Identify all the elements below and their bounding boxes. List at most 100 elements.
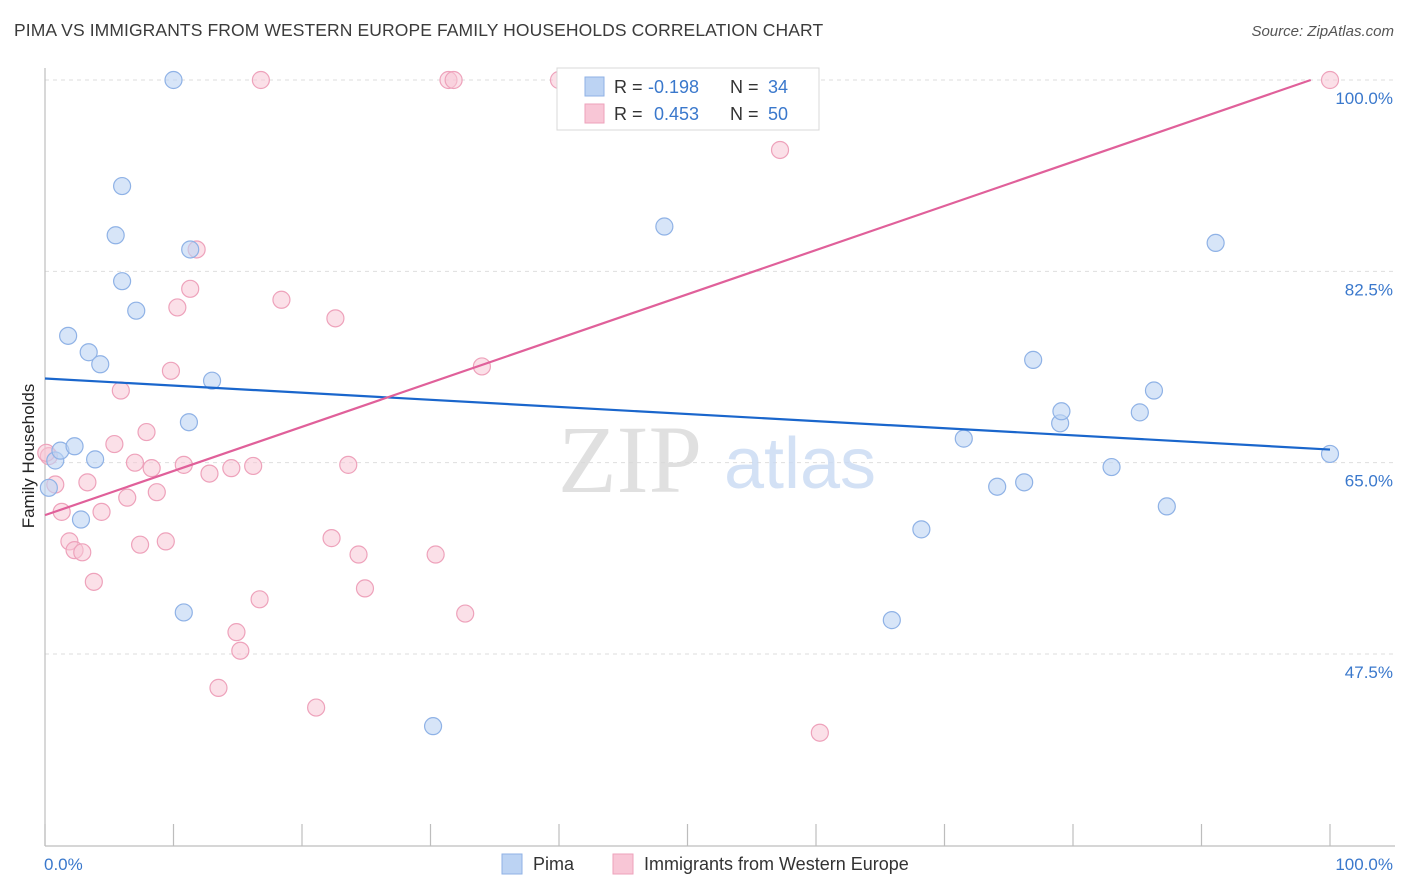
pima-point bbox=[882, 611, 901, 630]
immigrants-point bbox=[426, 545, 445, 564]
legend-n-value-pima: 34 bbox=[768, 77, 788, 97]
pima-point bbox=[91, 355, 110, 374]
watermark-zip: ZIP bbox=[558, 406, 702, 513]
immigrants-point bbox=[339, 455, 358, 474]
pima-point bbox=[988, 477, 1007, 496]
immigrants-point bbox=[200, 464, 219, 483]
pima-point bbox=[423, 717, 443, 736]
legend-swatch-immigrants bbox=[584, 103, 605, 124]
immigrants-point bbox=[92, 502, 111, 521]
pima-point bbox=[655, 217, 674, 236]
immigrants-point bbox=[105, 434, 124, 454]
legend-r-label-immigrants: R = bbox=[614, 104, 643, 124]
pima-point bbox=[1144, 381, 1164, 400]
immigrants-point bbox=[472, 357, 491, 376]
pima-point bbox=[179, 413, 199, 432]
legend-n-label-pima: N = bbox=[730, 77, 759, 97]
pima-point bbox=[106, 226, 125, 245]
pima-point bbox=[86, 450, 105, 469]
pima-point bbox=[954, 429, 973, 448]
watermark-atlas: atlas bbox=[724, 424, 876, 504]
tick-labels: 47.5% 65.0% 82.5% 100.0% 0.0% 100.0% bbox=[44, 89, 1393, 874]
pima-point bbox=[1052, 402, 1071, 421]
pima-point bbox=[912, 520, 931, 539]
immigrants-point bbox=[770, 140, 790, 160]
y-tick-label-0: 47.5% bbox=[1345, 663, 1393, 682]
pima-trend-line bbox=[44, 377, 1331, 451]
immigrants-point bbox=[209, 678, 228, 697]
gridlines bbox=[45, 79, 1395, 655]
legend-r-label-pima: R = bbox=[614, 77, 643, 97]
pima-point bbox=[1320, 444, 1340, 464]
pima-point bbox=[71, 510, 91, 529]
legend-bottom-swatch-immigrants bbox=[612, 853, 634, 875]
immigrants-point bbox=[1320, 70, 1340, 90]
immigrants-point bbox=[326, 309, 345, 328]
pima-point bbox=[1015, 473, 1034, 492]
immigrants-point bbox=[84, 572, 103, 591]
legend-n-value-immigrants: 50 bbox=[768, 104, 788, 124]
pima-point bbox=[79, 343, 98, 362]
legend-r-value-immigrants: 0.453 bbox=[654, 104, 699, 124]
immigrants-point bbox=[142, 459, 161, 478]
legend-n-label-immigrants: N = bbox=[730, 104, 759, 124]
immigrants-point bbox=[272, 290, 291, 309]
immigrants-point bbox=[111, 381, 130, 400]
immigrants-point bbox=[355, 579, 375, 598]
pima-point bbox=[181, 240, 200, 259]
immigrants-point bbox=[444, 70, 463, 90]
y-tick-label-2: 82.5% bbox=[1345, 280, 1393, 299]
pima-point bbox=[59, 326, 78, 345]
pima-point bbox=[65, 437, 84, 456]
immigrants-point bbox=[118, 488, 137, 507]
pima-point bbox=[1206, 233, 1225, 253]
pima-point bbox=[174, 603, 193, 622]
pima-point bbox=[112, 176, 132, 196]
legend-bottom-label-pima: Pima bbox=[533, 854, 575, 874]
immigrants-point bbox=[168, 298, 187, 317]
immigrants-point bbox=[137, 422, 156, 442]
immigrants-point bbox=[250, 590, 269, 609]
immigrants-point bbox=[130, 535, 150, 554]
immigrants-point bbox=[244, 456, 263, 476]
series-pima-points bbox=[39, 70, 1340, 736]
x-tick-label-0: 0.0% bbox=[44, 855, 83, 874]
pima-point bbox=[164, 70, 183, 90]
immigrants-trend-line bbox=[44, 78, 1312, 517]
immigrants-point bbox=[349, 545, 368, 564]
immigrants-point bbox=[78, 473, 97, 492]
legend-bottom-swatch-pima bbox=[501, 853, 523, 875]
source-label: Source: ZipAtlas.com bbox=[1251, 23, 1394, 40]
pima-point bbox=[1130, 403, 1149, 422]
legend-correlation: R = -0.198 N = 34 R = 0.453 N = 50 bbox=[556, 67, 820, 131]
pima-point bbox=[1157, 497, 1176, 516]
immigrants-point bbox=[161, 361, 181, 380]
series-immigrants-points bbox=[37, 70, 1340, 742]
immigrants-point bbox=[222, 459, 241, 478]
pima-point bbox=[202, 371, 222, 390]
immigrants-point bbox=[125, 453, 145, 472]
pima-point bbox=[1102, 457, 1121, 477]
immigrants-point bbox=[251, 70, 270, 90]
watermark: ZIP atlas bbox=[558, 406, 876, 513]
immigrants-point bbox=[307, 698, 326, 717]
legend-bottom-label-immigrants: Immigrants from Western Europe bbox=[644, 854, 909, 874]
y-axis-label: Family Households bbox=[19, 384, 38, 529]
immigrants-point bbox=[456, 604, 475, 623]
legend-series: Pima Immigrants from Western Europe bbox=[501, 853, 909, 875]
y-tick-label-3: 100.0% bbox=[1335, 89, 1393, 108]
x-tick-label-1: 100.0% bbox=[1335, 855, 1393, 874]
immigrants-point bbox=[227, 623, 246, 642]
immigrants-point bbox=[231, 641, 250, 660]
pima-point bbox=[1024, 350, 1043, 369]
pima-point bbox=[112, 272, 132, 291]
legend-swatch-pima bbox=[584, 76, 605, 97]
trend-lines bbox=[44, 78, 1331, 517]
immigrants-point bbox=[73, 543, 92, 562]
immigrants-point bbox=[156, 532, 175, 551]
legend-r-value-pima: -0.198 bbox=[648, 77, 699, 97]
axes bbox=[44, 68, 1395, 847]
chart-title: PIMA VS IMMIGRANTS FROM WESTERN EUROPE F… bbox=[14, 20, 824, 40]
immigrants-point bbox=[322, 529, 341, 548]
